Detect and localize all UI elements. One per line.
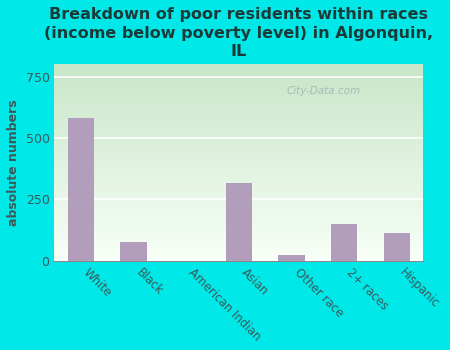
Text: City-Data.com: City-Data.com <box>287 86 361 96</box>
Y-axis label: absolute numbers: absolute numbers <box>7 99 20 226</box>
Bar <box>68 118 94 261</box>
Title: Breakdown of poor residents within races
(income below poverty level) in Algonqu: Breakdown of poor residents within races… <box>44 7 433 59</box>
Bar <box>120 242 147 261</box>
Bar <box>225 183 252 261</box>
Bar <box>384 232 410 261</box>
Bar <box>331 224 357 261</box>
Bar <box>278 256 305 261</box>
